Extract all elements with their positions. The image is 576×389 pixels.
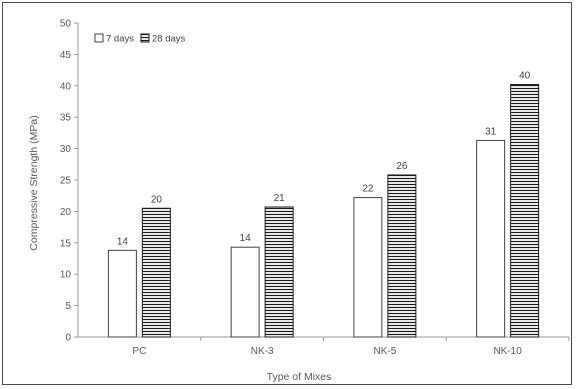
data-label: 40	[519, 71, 531, 82]
y-tick-label: 25	[60, 176, 72, 187]
data-label: 14	[240, 233, 252, 244]
legend-label: 28 days	[152, 34, 186, 45]
legend-swatch	[140, 33, 150, 43]
labels-layer: 14 20 14 21 22 26 31 40	[117, 71, 531, 248]
legend-swatch	[94, 33, 104, 43]
bar	[510, 84, 540, 338]
legend-label: 7 days	[106, 34, 134, 45]
data-label: 22	[362, 184, 374, 195]
bar	[353, 197, 383, 338]
chart-frame: 0 5 10 15 20 25 30 35 40 45 50 PC NK-3 NK-5 NK-10 14 20…	[2, 2, 572, 385]
y-tick-label: 45	[60, 50, 72, 61]
data-label: 26	[396, 161, 408, 172]
data-label: 14	[117, 236, 129, 247]
data-label: 21	[274, 193, 286, 204]
bar	[476, 139, 506, 338]
y-axis-title: Compressive Strength (MPa)	[28, 115, 40, 250]
y-tick-label: 0	[65, 333, 71, 344]
x-tick-label: NK-5	[373, 346, 396, 357]
y-tick-label: 35	[60, 113, 72, 124]
y-tick-label: 30	[60, 144, 72, 155]
bar	[107, 249, 137, 338]
data-label: 31	[485, 126, 497, 137]
x-tick-label: NK-10	[493, 346, 522, 357]
x-axis-title: Type of Mixes	[267, 371, 332, 383]
y-tick-label: 10	[60, 270, 72, 281]
bar	[264, 206, 294, 338]
bar	[230, 246, 260, 338]
data-label: 20	[151, 194, 163, 205]
y-tick-label: 40	[60, 81, 72, 92]
bar	[387, 174, 417, 338]
y-tick-label: 50	[60, 19, 72, 30]
bar	[141, 207, 171, 338]
bars-layer	[107, 84, 540, 338]
y-tick-label: 20	[60, 207, 72, 218]
y-tick-label: 15	[60, 238, 72, 249]
x-tick-label: PC	[132, 346, 146, 357]
legend: 7 days 28 days	[94, 33, 186, 45]
x-tick-label: NK-3	[251, 346, 274, 357]
y-tick-label: 5	[65, 301, 71, 312]
bar-chart: 0 5 10 15 20 25 30 35 40 45 50 PC NK-3 NK-5 NK-10 14 20…	[28, 19, 570, 383]
